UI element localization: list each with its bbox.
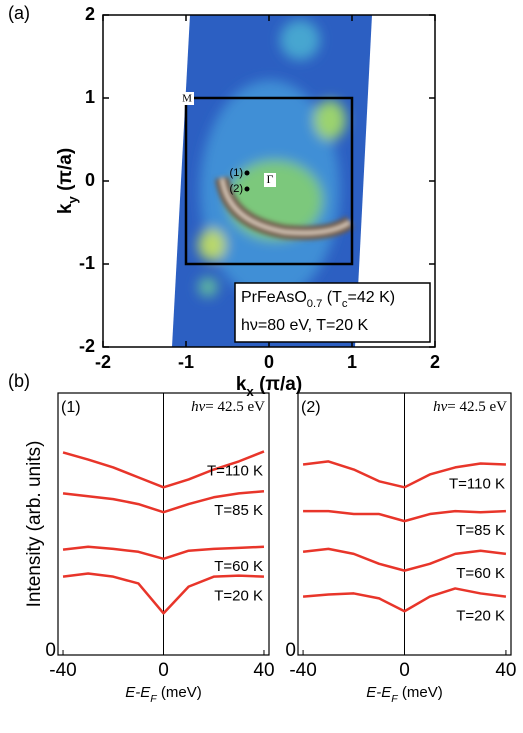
- curve-label: T=20 K: [214, 588, 263, 605]
- text-part: y: [65, 196, 80, 204]
- x-axis-label: kx (π/a): [236, 374, 302, 399]
- text-part: E-E: [366, 684, 392, 701]
- x-tick-label: 40: [253, 660, 274, 681]
- curve-label: T=20 K: [456, 608, 505, 625]
- text-part: hν=80 eV, T=20 K: [241, 317, 369, 334]
- y-tick-label: 0: [285, 640, 296, 661]
- text-part: F: [391, 693, 398, 705]
- panel-tag: (1): [61, 399, 81, 416]
- x-tick-label: 0: [158, 660, 169, 681]
- intensity-map: [172, 15, 372, 347]
- curve: [302, 547, 507, 572]
- panel-label: (b): [8, 371, 30, 391]
- text-part: = 42.5 eV: [205, 399, 265, 415]
- curve-label: T=110 K: [449, 475, 505, 492]
- text-part: (meV): [398, 684, 443, 701]
- text-part: =42 K): [348, 289, 396, 306]
- frame: [57, 392, 270, 656]
- curve: [302, 587, 507, 613]
- y-tick-label: 0: [85, 170, 95, 190]
- x-tick-label: 0: [399, 660, 410, 681]
- label-bg: [180, 92, 194, 105]
- x-tick-label: 40: [495, 660, 516, 681]
- text-part: 0.7: [307, 298, 323, 310]
- x-tick-label: -2: [95, 352, 111, 372]
- curve-label: T=60 K: [214, 558, 263, 575]
- curve: [303, 509, 506, 523]
- frame: [297, 392, 512, 656]
- panel-label: (a): [8, 3, 30, 23]
- x-tick-label: 1: [347, 352, 357, 372]
- point-label: (2): [230, 183, 243, 195]
- text-part: (meV): [157, 684, 202, 701]
- center-label: Γ: [267, 172, 274, 186]
- text-part: hν: [433, 399, 448, 415]
- text-part: x: [246, 384, 254, 399]
- text-part: k: [236, 374, 247, 395]
- point-marker: [244, 170, 250, 176]
- x-tick-label: -1: [178, 352, 194, 372]
- photon-energy: hν= 42.5 eV: [433, 399, 507, 415]
- curve: [62, 572, 265, 615]
- frame: [102, 14, 436, 348]
- y-tick-label: 2: [85, 4, 95, 24]
- text-part: = 42.5 eV: [447, 399, 507, 415]
- x-tick-label: 2: [430, 352, 440, 372]
- annotation: hν=80 eV, T=20 K: [241, 317, 369, 334]
- x-tick-label: 0: [264, 352, 274, 372]
- y-tick-label: -1: [79, 253, 95, 273]
- photon-energy: hν= 42.5 eV: [191, 399, 265, 415]
- text-part: PrFeAsO: [241, 289, 307, 306]
- text-part: (π/a): [55, 148, 76, 196]
- text-part: E-E: [125, 684, 151, 701]
- text-part: hν: [191, 399, 206, 415]
- annotation: PrFeAsO0.7 (Tc=42 K): [241, 289, 395, 310]
- annotation-box: [234, 282, 431, 343]
- curve: [62, 545, 265, 561]
- curve-label: T=85 K: [456, 522, 505, 539]
- label-bg: [264, 173, 276, 187]
- corner-label: M: [182, 93, 192, 105]
- text-part: (T: [322, 289, 342, 306]
- x-axis-label: E-EF (meV): [366, 684, 442, 705]
- x-tick-label: -40: [49, 660, 76, 681]
- y-tick-label: 0: [45, 640, 56, 661]
- curve: [62, 450, 265, 489]
- panel-tag: (2): [301, 399, 321, 416]
- text-part: (π/a): [254, 374, 302, 395]
- curve-label: T=85 K: [214, 502, 263, 519]
- curve: [302, 460, 506, 489]
- curve: [62, 490, 265, 514]
- point-label: (1): [230, 167, 243, 179]
- text-part: c: [342, 298, 348, 310]
- curve-label: T=60 K: [456, 565, 505, 582]
- x-tick-label: -40: [289, 660, 316, 681]
- x-axis-label: E-EF (meV): [125, 684, 201, 705]
- text-part: F: [150, 693, 157, 705]
- point-marker: [244, 186, 250, 192]
- y-tick-label: 1: [85, 87, 95, 107]
- curve-label: T=110 K: [207, 462, 263, 479]
- y-axis-label: ky (π/a): [55, 148, 80, 214]
- zone-box: [184, 96, 354, 266]
- y-axis-label: Intensity (arb. units): [24, 441, 45, 608]
- y-tick-label: -2: [79, 336, 95, 356]
- text-part: k: [55, 203, 76, 214]
